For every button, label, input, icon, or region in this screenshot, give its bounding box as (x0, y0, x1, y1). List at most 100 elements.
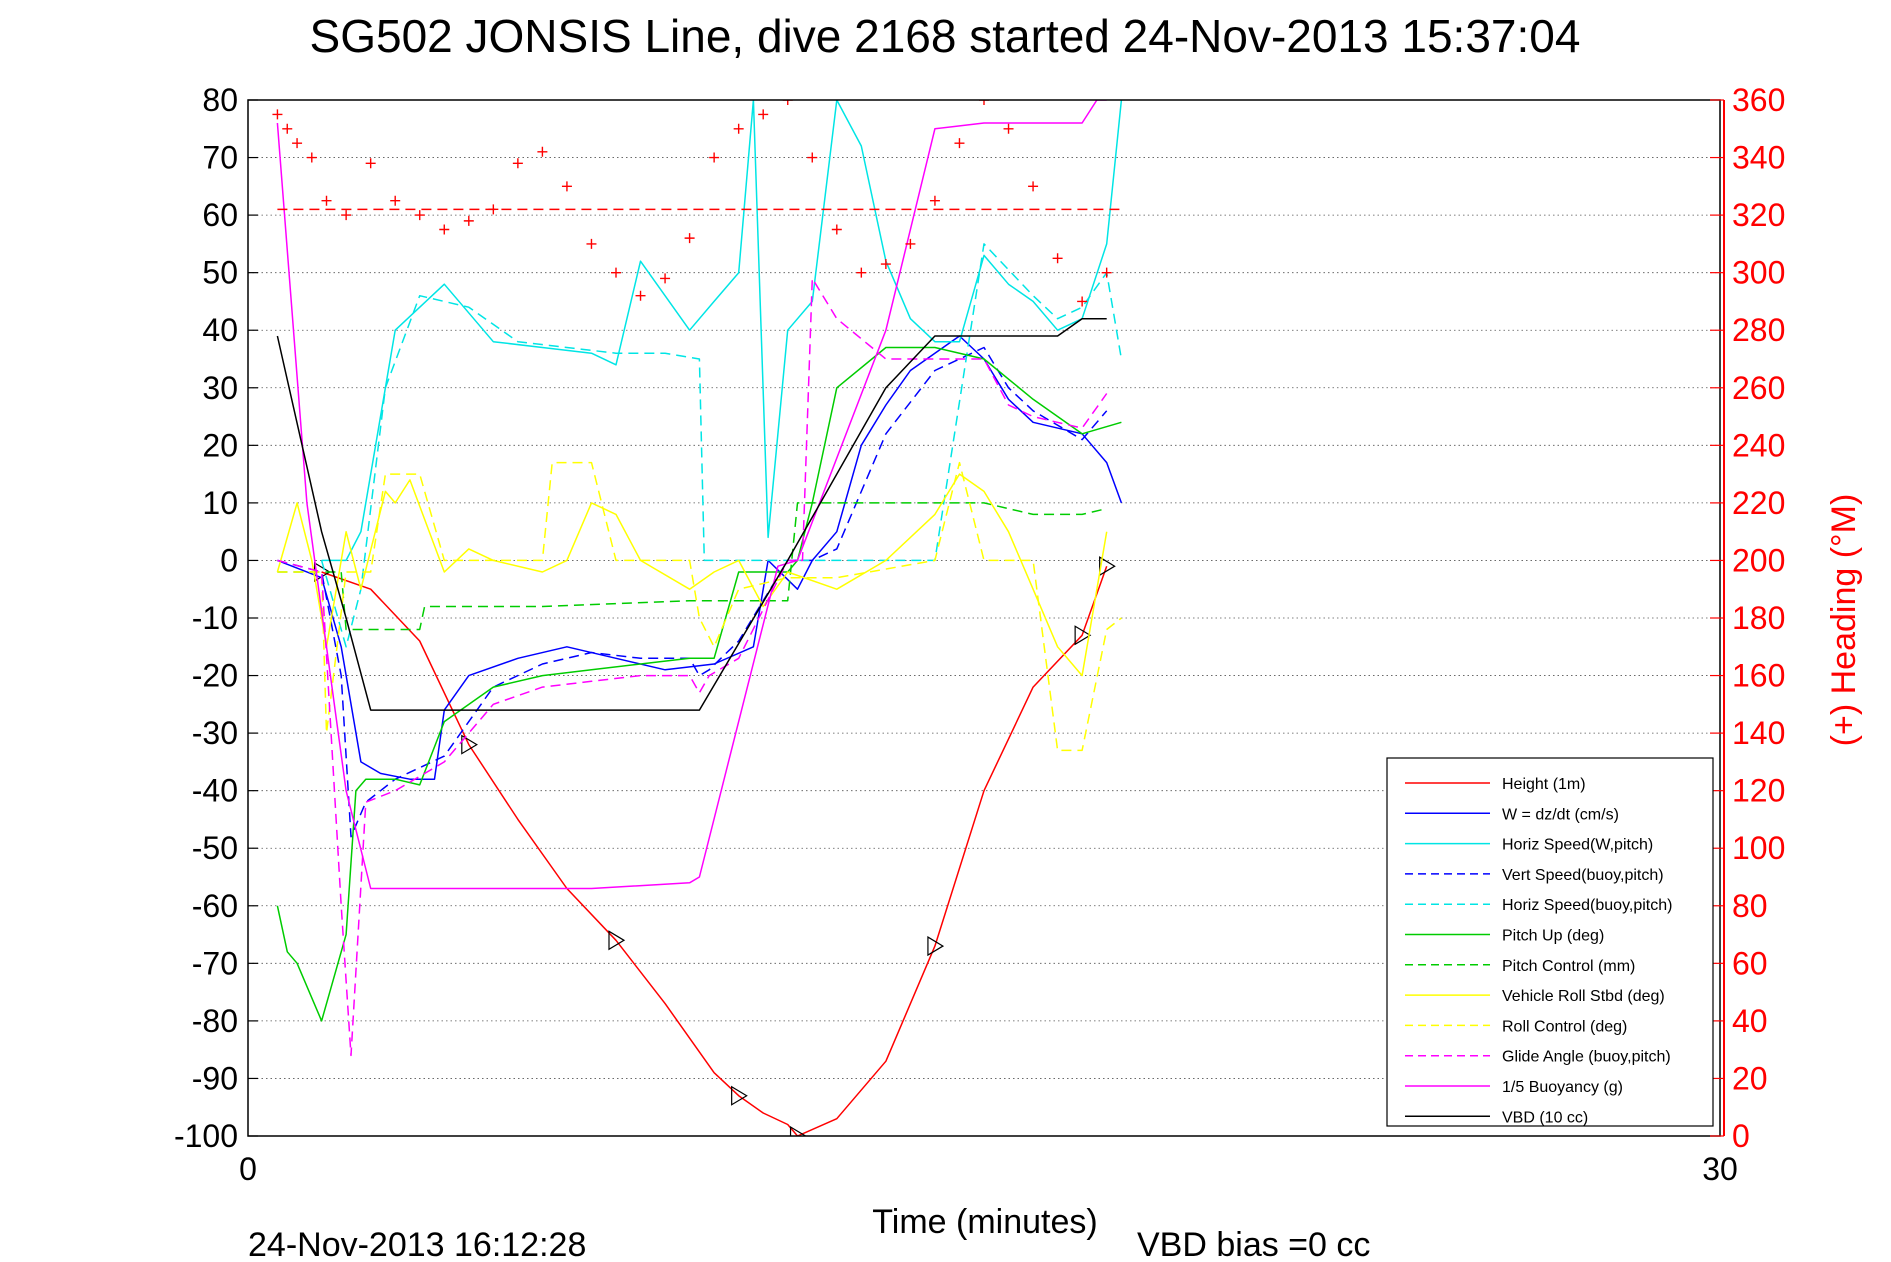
legend-label: Glide Angle (buoy,pitch) (1502, 1049, 1671, 1066)
right-tick-label: 160 (1732, 658, 1785, 694)
heading-point (831, 224, 842, 235)
heading-point (733, 123, 744, 134)
series-vehicle-roll-stbd-deg (276, 473, 1108, 677)
heading-point (905, 238, 916, 249)
left-tick-label: 50 (202, 255, 238, 291)
series-w-dz-dt-cm-s (277, 335, 1123, 780)
left-tick-label: -50 (192, 830, 238, 866)
height-marker (1099, 556, 1116, 577)
right-tick-label: 100 (1732, 830, 1785, 866)
series-height-1m (321, 565, 1108, 1136)
height-marker (927, 936, 945, 957)
heading-point (365, 158, 376, 169)
heading-point (272, 109, 283, 120)
footer-vbd-bias: VBD bias =0 cc (1137, 1226, 1370, 1262)
heading-point (537, 146, 548, 157)
legend-label: VBD (10 cc) (1502, 1109, 1588, 1126)
footer-timestamp: 24-Nov-2013 16:12:28 (248, 1226, 586, 1262)
heading-point (1003, 123, 1014, 134)
heading-point (341, 210, 352, 221)
x-tick-label: 0 (239, 1151, 257, 1187)
left-tick-label: 60 (202, 197, 238, 233)
right-tick-label: 340 (1732, 140, 1785, 176)
series-vbd-10-cc (276, 317, 1107, 711)
heading-point (439, 224, 450, 235)
left-tick-label: -20 (192, 658, 238, 694)
legend-label: 1/5 Buoyancy (g) (1502, 1079, 1623, 1096)
heading-point (512, 158, 523, 169)
right-tick-label: 260 (1732, 370, 1785, 406)
legend-label: Pitch Control (mm) (1502, 958, 1635, 975)
x-axis-ticks: 0 30 (239, 1151, 1738, 1187)
heading-point (611, 267, 621, 278)
legend-label: Height (1m) (1502, 776, 1586, 793)
right-tick-label: 0 (1732, 1118, 1750, 1154)
heading-point (1101, 267, 1112, 278)
legend-label: Horiz Speed(W,pitch) (1502, 837, 1653, 854)
series-glide-angle-buoy-pitch (277, 277, 1108, 1057)
heading-point (321, 195, 332, 206)
legend-label: W = dz/dt (cm/s) (1502, 806, 1619, 823)
heading-point (660, 273, 671, 284)
right-tick-label: 20 (1732, 1060, 1768, 1096)
x-tick-label: 30 (1702, 1151, 1738, 1187)
left-tick-label: -30 (192, 715, 238, 751)
series-pitch-up-deg (276, 346, 1122, 1022)
series-horiz-speed-w-pitch (321, 100, 1123, 562)
left-tick-label: -40 (192, 773, 238, 809)
legend-label: Roll Control (deg) (1502, 1018, 1627, 1035)
series-horiz-speed-buoy-pitch (320, 243, 1123, 648)
series-vert-speed-buoy-pitch (277, 346, 1108, 838)
heading-point (807, 152, 818, 163)
right-tick-label: 320 (1732, 197, 1785, 233)
left-tick-label: 80 (202, 82, 238, 118)
heading-point (282, 123, 293, 134)
series-roll-control-deg (277, 461, 1122, 752)
right-tick-label: 240 (1732, 427, 1785, 463)
heading-point (880, 259, 891, 270)
left-tick-label: 20 (202, 427, 238, 463)
heading-point (586, 238, 597, 249)
heading-point (1077, 296, 1088, 307)
right-tick-label: 140 (1732, 715, 1785, 751)
right-tick-label: 60 (1732, 945, 1768, 981)
height-marker (789, 1125, 807, 1136)
heading-point (306, 152, 317, 163)
right-tick-label: 180 (1732, 600, 1785, 636)
left-tick-label: 30 (202, 370, 238, 406)
legend: Height (1m) W = dz/dt (cm/s) Horiz Speed(W… (1386, 757, 1714, 1127)
heading-point (782, 100, 793, 105)
right-tick-label: 280 (1732, 312, 1785, 348)
left-tick-label: -10 (192, 600, 238, 636)
right-tick-label: 300 (1732, 255, 1785, 291)
series-heading (272, 100, 1112, 307)
right-tick-label: 360 (1732, 82, 1785, 118)
legend-label: Pitch Up (deg) (1502, 928, 1604, 945)
left-tick-label: -100 (174, 1118, 238, 1154)
heading-point (414, 210, 425, 221)
x-axis-label: Time (minutes) (872, 1203, 1097, 1241)
heading-point (463, 215, 474, 226)
chart-title: SG502 JONSIS Line, dive 2168 started 24-… (310, 10, 1581, 62)
right-tick-label: 80 (1732, 888, 1768, 924)
height-marker (608, 930, 626, 951)
right-tick-label: 200 (1732, 542, 1785, 578)
heading-point (709, 152, 720, 163)
heading-point (684, 233, 695, 244)
left-tick-label: 10 (202, 485, 238, 521)
right-tick-label: 220 (1732, 485, 1785, 521)
heading-point (561, 181, 572, 192)
left-tick-label: -80 (192, 1003, 238, 1039)
left-tick-label: 70 (202, 140, 238, 176)
left-tick-label: 0 (220, 542, 238, 578)
right-axis-label: (+) Heading (°M) (1825, 494, 1863, 747)
legend-box (1386, 757, 1714, 1127)
right-tick-label: 40 (1732, 1003, 1768, 1039)
legend-label: Vert Speed(buoy,pitch) (1502, 867, 1664, 884)
heading-point (979, 100, 989, 105)
left-tick-label: -60 (192, 888, 238, 924)
heading-point (1028, 181, 1039, 192)
legend-label: Horiz Speed(buoy,pitch) (1502, 897, 1672, 914)
heading-point (635, 290, 646, 301)
